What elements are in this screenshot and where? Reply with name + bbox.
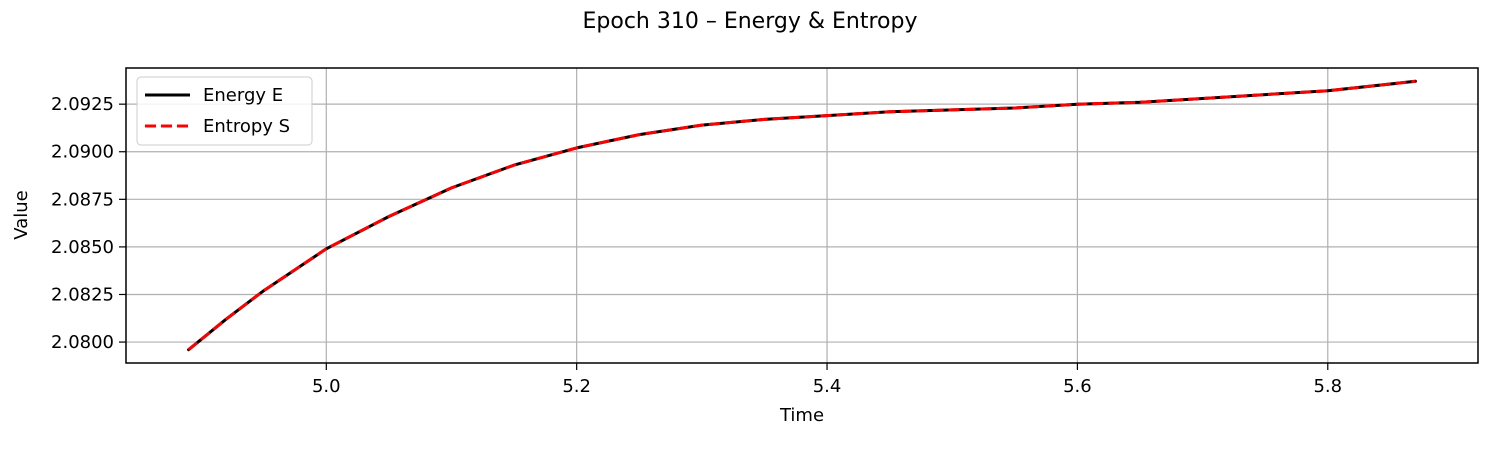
x-tick-label: 5.0 xyxy=(312,376,341,397)
y-tick-label: 2.0925 xyxy=(51,94,114,115)
series-line-1 xyxy=(187,79,1416,351)
plot-frame xyxy=(125,67,1479,364)
x-tick-label: 5.4 xyxy=(813,376,842,397)
y-tick-label: 2.0900 xyxy=(51,142,114,163)
x-tick-label: 5.8 xyxy=(1313,376,1342,397)
y-tick-label: 2.0875 xyxy=(51,189,114,210)
y-axis-ticks: 2.0800 2.0825 2.0850 2.0875 2.0900 2.0925 xyxy=(51,94,126,353)
x-tick-label: 5.6 xyxy=(1063,376,1092,397)
series-lines xyxy=(187,79,1417,352)
y-axis-label: Value xyxy=(11,190,32,239)
y-tick-label: 2.0800 xyxy=(51,332,114,353)
legend-label-entropy: Entropy S xyxy=(203,116,290,137)
legend-label-energy: Energy E xyxy=(203,85,283,106)
x-axis-ticks: 5.0 5.2 5.4 5.6 5.8 xyxy=(312,363,1342,397)
series-line-0 xyxy=(187,79,1417,352)
chart-title: Epoch 310 – Energy & Entropy xyxy=(583,9,918,34)
y-tick-label: 2.0825 xyxy=(51,284,114,305)
legend: Energy E Entropy S xyxy=(136,76,313,146)
grid-lines xyxy=(126,68,1478,363)
y-tick-label: 2.0850 xyxy=(51,237,114,258)
x-axis-label: Time xyxy=(779,405,824,426)
x-tick-label: 5.2 xyxy=(562,376,591,397)
